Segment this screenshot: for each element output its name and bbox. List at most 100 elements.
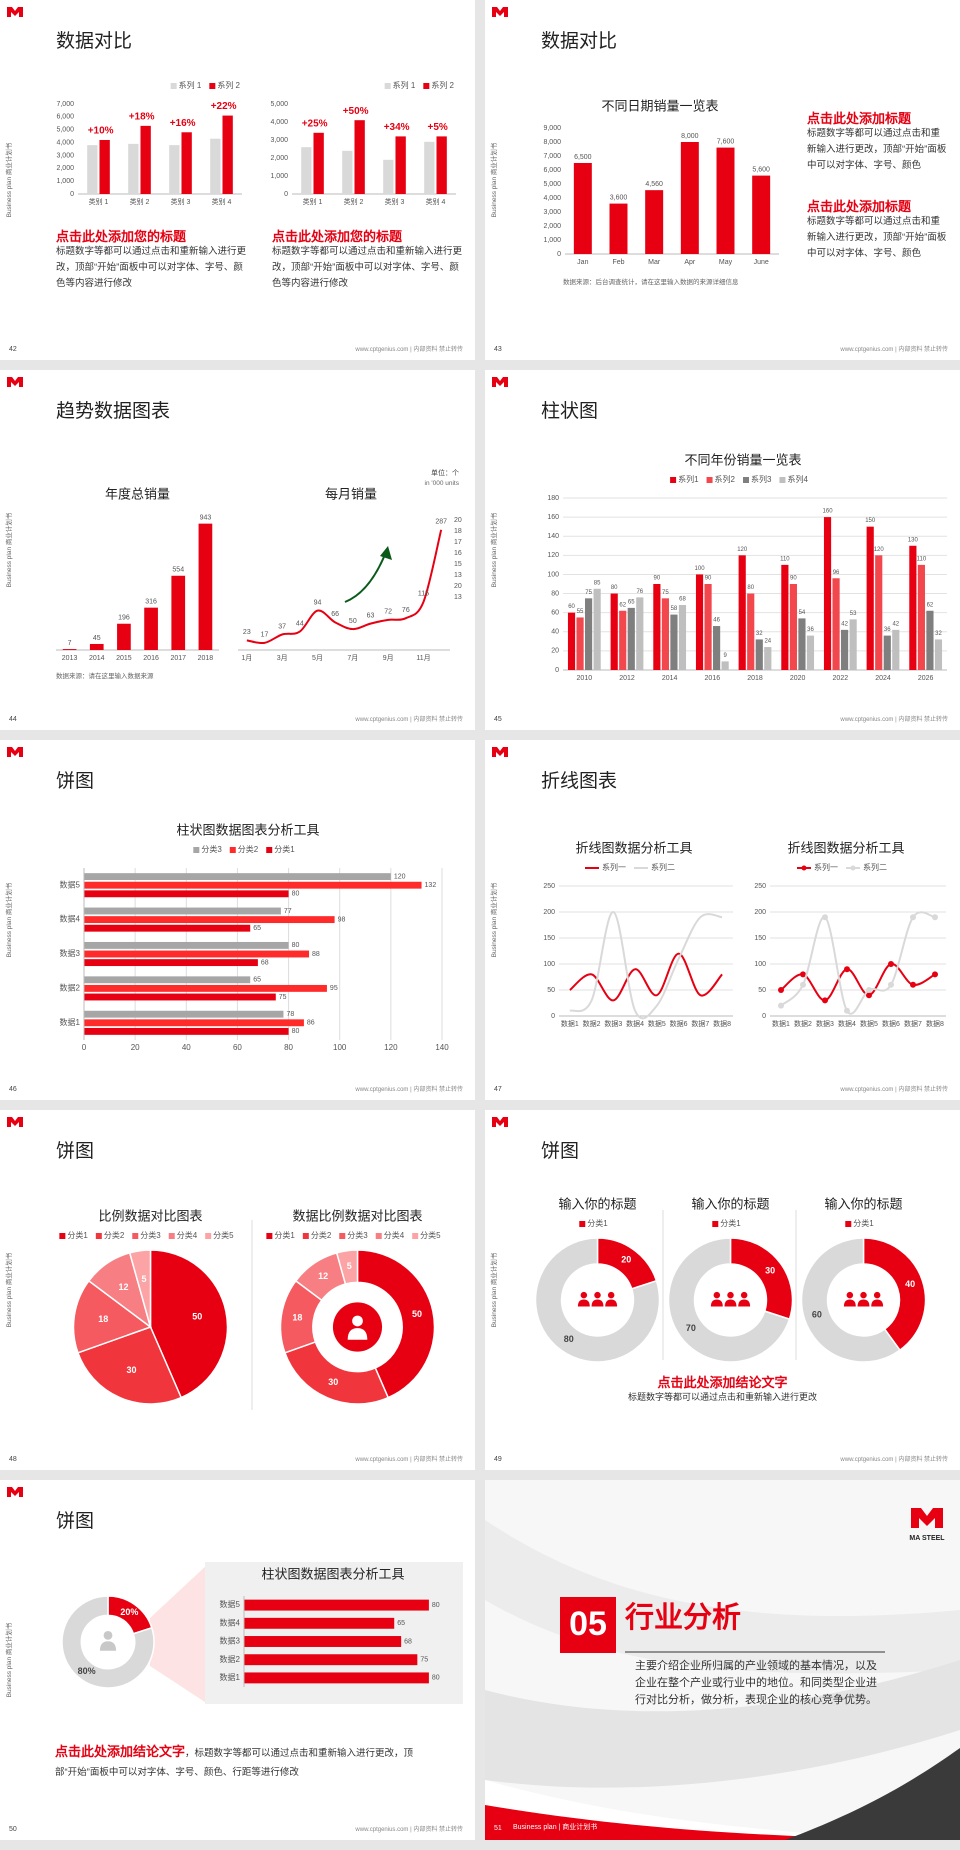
page-number: 44 bbox=[9, 716, 17, 723]
logo-mark bbox=[7, 1487, 23, 1497]
y-tick-label: 8,000 bbox=[543, 139, 561, 146]
y-tick-label: 250 bbox=[754, 883, 766, 890]
data-label: 72 bbox=[384, 609, 392, 616]
section-box bbox=[560, 1597, 616, 1653]
legend-swatch bbox=[384, 83, 391, 89]
slice bbox=[862, 1237, 927, 1352]
x-tick-label: 数据7 bbox=[904, 1019, 922, 1028]
logo bbox=[492, 7, 508, 17]
data-label: 90 bbox=[790, 576, 797, 582]
data-label: 94 bbox=[314, 599, 322, 606]
x-tick-label: 数据3 bbox=[816, 1019, 834, 1028]
legend-swatch bbox=[743, 477, 749, 483]
logo bbox=[7, 7, 23, 17]
legend-label: 系列一 bbox=[814, 862, 838, 872]
bar bbox=[198, 523, 213, 650]
data-label: 90 bbox=[705, 576, 712, 582]
legend-swatch bbox=[302, 1233, 309, 1239]
slice bbox=[534, 1237, 661, 1363]
slide-title: 饼图 bbox=[56, 771, 95, 792]
bar bbox=[84, 881, 422, 889]
y-tick-label: 数据4 bbox=[220, 1617, 241, 1627]
data-label: 36 bbox=[884, 627, 891, 633]
slice-label: 30 bbox=[126, 1365, 136, 1375]
y-tick-label: 100 bbox=[754, 961, 766, 968]
y-tick-label: 6,000 bbox=[56, 114, 74, 121]
slide-title: 饼图 bbox=[56, 1141, 95, 1162]
slice-label: 5 bbox=[347, 1261, 352, 1271]
bar bbox=[169, 145, 180, 194]
bar bbox=[84, 950, 310, 958]
bar bbox=[301, 147, 312, 194]
bar bbox=[849, 619, 857, 670]
bar bbox=[645, 190, 664, 254]
data-label: 7,600 bbox=[717, 138, 735, 145]
side-label: Business plan 商业计划书 bbox=[491, 142, 498, 218]
y-tick-label: 2,000 bbox=[56, 165, 74, 172]
footer: www.cptgenius.com | 内部资料 禁止转传 bbox=[355, 347, 463, 353]
side-label: Business plan 商业计划书 bbox=[491, 882, 498, 958]
bar bbox=[128, 143, 139, 194]
logo bbox=[7, 1117, 23, 1127]
x-tick-label: Mar bbox=[648, 259, 661, 266]
x-tick-label: 120 bbox=[384, 1043, 398, 1052]
data-label: 80 bbox=[747, 585, 754, 591]
bar bbox=[670, 614, 678, 670]
data-label: 24 bbox=[764, 639, 771, 645]
data-label: 46 bbox=[713, 618, 720, 624]
side-label: Business plan 商业计划书 bbox=[491, 512, 498, 588]
slide-title: 饼图 bbox=[541, 1141, 580, 1162]
y-tick-label: 4,000 bbox=[543, 195, 561, 202]
x-tick-label: 2016 bbox=[143, 655, 159, 662]
data-label: 86 bbox=[307, 1020, 315, 1027]
data-label: 55 bbox=[577, 609, 584, 615]
line bbox=[246, 529, 443, 645]
y-tick-label: 200 bbox=[543, 909, 555, 916]
bar bbox=[313, 132, 324, 194]
legend-label: 系列4 bbox=[787, 474, 808, 484]
x-tick-label: 数据4 bbox=[626, 1019, 644, 1028]
y-tick-label: 5,000 bbox=[543, 181, 561, 188]
bar bbox=[823, 517, 832, 670]
data-label: 5,600 bbox=[752, 166, 770, 173]
data-label: 65 bbox=[628, 599, 635, 605]
y-tick-label: 3,000 bbox=[270, 137, 288, 144]
logo bbox=[7, 747, 23, 757]
slide-title: 趋势数据图表 bbox=[56, 401, 171, 422]
conclusion-heading: 点击此处添加结论文字 bbox=[657, 1375, 788, 1390]
swoosh-dark bbox=[785, 1748, 960, 1840]
x-tick-label: 2014 bbox=[89, 655, 105, 662]
x-tick-label: 数据7 bbox=[691, 1019, 709, 1028]
y-tick-label: 150 bbox=[543, 935, 555, 942]
annotation: +50% bbox=[343, 106, 369, 117]
block-heading: 点击此处添加标题 bbox=[807, 199, 912, 214]
bar bbox=[567, 612, 576, 670]
data-label: 36 bbox=[807, 627, 814, 633]
y-tick-label: 数据5 bbox=[60, 879, 81, 889]
legend-swatch bbox=[706, 477, 713, 483]
legend-label: 系列 1 bbox=[179, 80, 202, 90]
page-number: 49 bbox=[494, 1456, 502, 1463]
bar bbox=[573, 163, 592, 254]
x-tick-label: 2010 bbox=[577, 675, 593, 682]
slide: Business plan 商业计划书 饼图 www.cptgenius.com |… bbox=[0, 1480, 475, 1840]
marker bbox=[866, 992, 872, 999]
marker bbox=[910, 914, 916, 921]
data-label: 45 bbox=[93, 635, 101, 642]
bar bbox=[752, 175, 771, 254]
marker bbox=[932, 914, 938, 921]
bar bbox=[576, 617, 584, 670]
bar bbox=[342, 150, 353, 194]
x-tick-label: 数据6 bbox=[882, 1019, 900, 1028]
legend-swatch bbox=[712, 1221, 719, 1227]
legend-label: 系列 2 bbox=[431, 80, 454, 90]
data-label: 8,000 bbox=[681, 133, 699, 140]
legend-label: 系列 2 bbox=[217, 80, 240, 90]
y-tick-label: 3,000 bbox=[543, 209, 561, 216]
slide: Business plan 商业计划书 饼图 www.cptgenius.com |… bbox=[485, 1110, 960, 1470]
bar bbox=[99, 140, 110, 194]
bar bbox=[609, 203, 628, 254]
